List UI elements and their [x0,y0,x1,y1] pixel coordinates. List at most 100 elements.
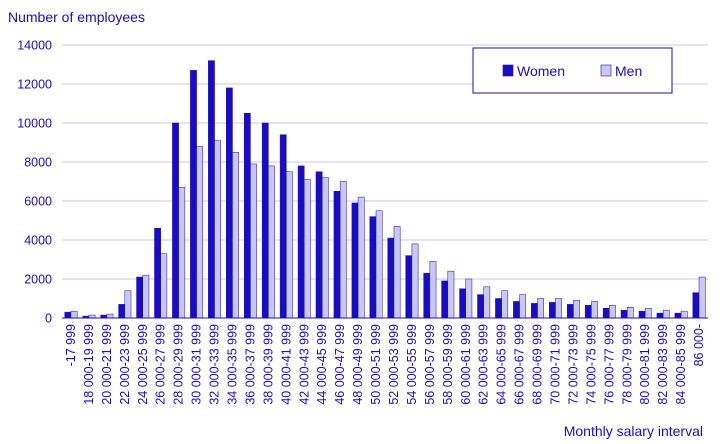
x-tick-label: 58 000-59 999 [441,324,455,405]
bar-men [304,179,311,319]
bar-women [549,302,556,319]
bar-men [393,226,401,319]
x-tick-label: 70 000-71 999 [548,324,562,405]
bar-men [429,261,437,319]
x-tick-label: 80 000-81 999 [638,324,652,405]
bar-women [459,288,466,319]
bar-men [555,298,562,319]
bar-men [250,163,257,319]
x-tick-label: 66 000-67 999 [513,324,527,405]
bar-women [315,171,323,319]
x-tick-label: 46 000-47 999 [333,324,347,405]
x-tick-label: 72 000-73 999 [566,324,580,405]
legend: Women Men [472,47,673,94]
x-tick-label: 36 000-37 999 [243,324,257,405]
bar-women [297,165,305,319]
bar-men [591,301,598,319]
bar-women [495,298,502,319]
bar-men [609,305,616,319]
bar-men [178,187,186,319]
bar-women [64,311,72,319]
bar-women [226,87,233,319]
bar-women [243,113,251,319]
x-tick-label: -17 999 [64,324,78,366]
x-tick-label: 74 000-75 999 [584,324,598,405]
bar-women [190,70,197,319]
legend-label-men: Men [615,63,642,79]
y-tick-label: 10000 [17,117,52,131]
x-tick-label: 34 000-35 999 [225,324,239,405]
bar-men [680,310,688,319]
bar-men [268,165,275,319]
bar-men [286,171,293,319]
bar-women [692,292,700,319]
bar-women [172,122,179,319]
x-tick-label: 56 000-57 999 [423,324,437,405]
y-tick-label: 6000 [24,195,52,209]
x-tick-label: 82 000-83 999 [656,324,670,405]
bar-women [387,237,395,319]
x-tick-label: 32 000-33 999 [208,324,222,405]
bar-men [142,274,150,319]
y-tick-label: 0 [45,312,52,326]
bar-men [501,290,509,319]
bar-women [602,308,610,319]
bar-women [531,303,538,319]
bar-women [333,191,341,319]
bar-women [566,304,574,319]
x-tick-label: 20 000-21 999 [100,324,114,405]
bar-men [339,181,347,319]
bar-women [118,304,126,319]
x-tick-label: 24 000-25 999 [136,324,150,405]
x-tick-label: 48 000-49 999 [351,324,365,405]
bar-women [154,228,161,319]
bar-women [279,134,287,319]
bar-women [261,122,269,319]
y-tick-label: 12000 [17,78,52,92]
y-axis-ticks: 0 2000 4000 6000 8000 10000 12000 14000 [17,39,52,326]
bar-men [519,294,527,319]
gridlines [62,44,708,280]
x-tick-label: 86 000- [692,324,706,366]
bar-men [106,313,114,319]
bar-women [369,216,377,319]
x-tick-label: 38 000-39 999 [261,324,275,405]
bar-women [208,60,215,319]
bar-women [513,301,520,319]
x-axis-ticks: -17 999 18 000-19 999 20 000-21 999 22 000-… [64,324,706,405]
x-tick-label: 50 000-51 999 [369,324,383,405]
bars-group [64,60,706,319]
bar-men [214,140,221,319]
x-tick-label: 84 000-85 999 [674,324,688,405]
bar-women [674,312,682,319]
y-tick-label: 4000 [24,234,52,248]
bar-men [537,298,544,319]
y-tick-label: 14000 [17,39,52,53]
x-tick-label: 42 000-43 999 [297,324,311,405]
x-axis-title: Monthly salary interval [564,423,703,439]
bar-women [638,310,646,319]
bar-women [477,294,484,319]
x-tick-label: 54 000-55 999 [405,324,419,405]
x-tick-label: 60 000-61 999 [459,324,473,405]
bar-women [423,272,431,319]
bar-men [483,286,491,319]
x-tick-label: 52 000-53 999 [387,324,401,405]
bar-women [656,312,664,319]
bar-men [357,196,365,319]
x-tick-label: 64 000-65 999 [495,324,509,405]
bar-women [405,255,413,319]
bar-men [447,270,455,319]
x-tick-label: 62 000-63 999 [477,324,491,405]
x-tick-label: 28 000-29 999 [172,324,186,405]
bar-men [321,177,329,319]
legend-swatch-women [502,64,514,77]
x-tick-label: 22 000-23 999 [118,324,132,405]
bar-men [232,152,239,319]
x-tick-label: 78 000-79 999 [620,324,634,405]
bar-men [375,210,383,319]
bar-men [160,253,168,319]
bar-men [698,276,706,319]
x-tick-label: 30 000-31 999 [190,324,204,405]
